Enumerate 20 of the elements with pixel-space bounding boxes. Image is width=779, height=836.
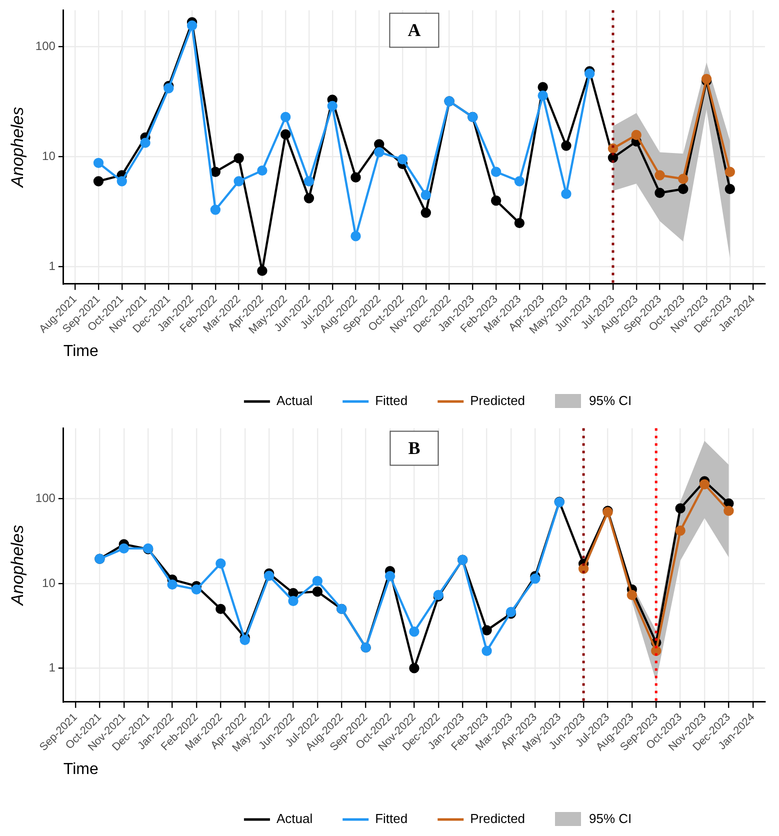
text: 95% CI xyxy=(589,811,632,826)
y-tick-label: 1 xyxy=(48,660,56,674)
y-tick-label: 100 xyxy=(35,39,56,54)
y-axis-title: Anopheles xyxy=(8,524,27,606)
x-axis-title: Time xyxy=(63,760,98,778)
legend-label: Predicted xyxy=(470,393,526,408)
y-tick-label: 100 xyxy=(35,491,56,506)
y-tick-label: 10 xyxy=(42,576,56,590)
legend-label: Actual xyxy=(276,811,313,826)
text: 95% CI xyxy=(589,393,632,408)
legend-label: Predicted xyxy=(470,811,526,826)
legend-label: Actual xyxy=(276,393,313,408)
y-tick-label: 10 xyxy=(42,149,56,164)
y-tick-label: 1 xyxy=(48,259,56,274)
annotation: B xyxy=(408,438,420,458)
legend-label: Fitted xyxy=(375,811,408,826)
annotation: A xyxy=(408,20,421,40)
legend-label: Fitted xyxy=(375,393,408,408)
x-axis-title: Time xyxy=(63,342,98,360)
y-axis-title: Anopheles xyxy=(8,106,27,188)
